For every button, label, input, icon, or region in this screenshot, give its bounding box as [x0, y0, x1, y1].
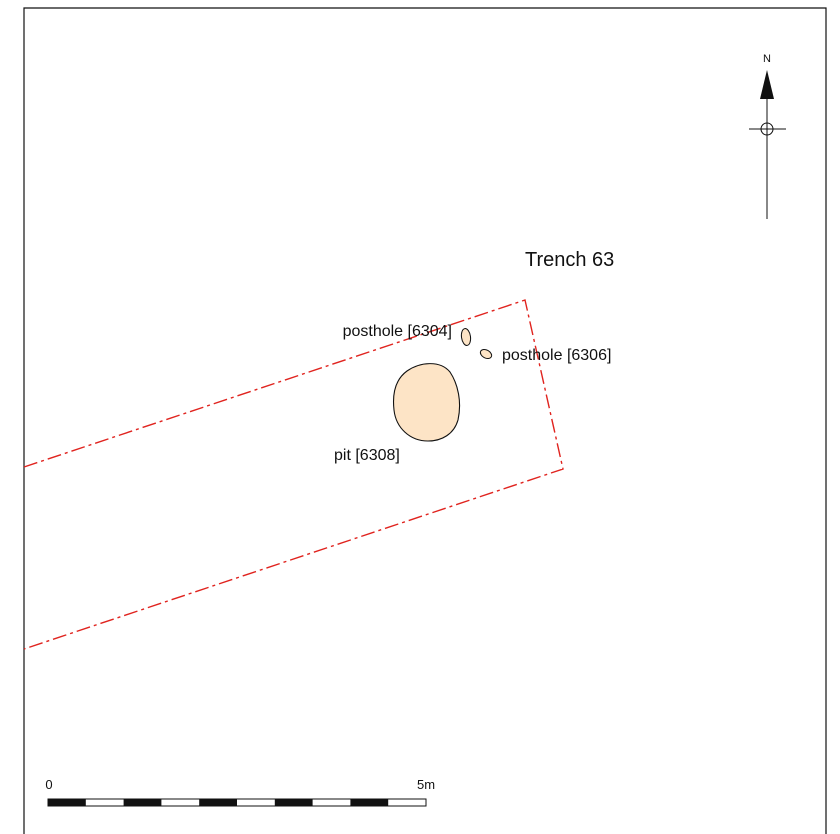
north-label: N: [763, 53, 771, 65]
north-arrow-icon: N: [749, 53, 786, 219]
scale-bar: 0 5m: [45, 777, 435, 807]
posthole-6306-shape: [479, 348, 493, 360]
scale-bar-segment: [274, 799, 313, 806]
scale-bar-segment: [350, 799, 389, 806]
posthole-6304-shape: [460, 328, 472, 346]
scale-start-label: 0: [45, 777, 52, 792]
scale-bar-segments: [48, 799, 389, 806]
scale-end-label: 5m: [417, 777, 435, 792]
drawing-frame: [23, 7, 827, 834]
scale-bar-segment: [199, 799, 237, 806]
trench-outline: [23, 299, 564, 650]
feature-posthole-6304: posthole [6304]: [343, 323, 472, 346]
feature-pit-6308: pit [6308]: [334, 363, 461, 464]
scale-bar-segment: [123, 799, 162, 806]
trench-label: Trench 63: [525, 249, 614, 271]
pit-6308-shape: [392, 363, 461, 442]
posthole-6304-label: posthole [6304]: [343, 323, 452, 340]
feature-posthole-6306: posthole [6306]: [479, 347, 611, 364]
pit-6308-label: pit [6308]: [334, 447, 400, 464]
posthole-6306-label: posthole [6306]: [502, 347, 611, 364]
scale-bar-segment: [48, 799, 86, 806]
